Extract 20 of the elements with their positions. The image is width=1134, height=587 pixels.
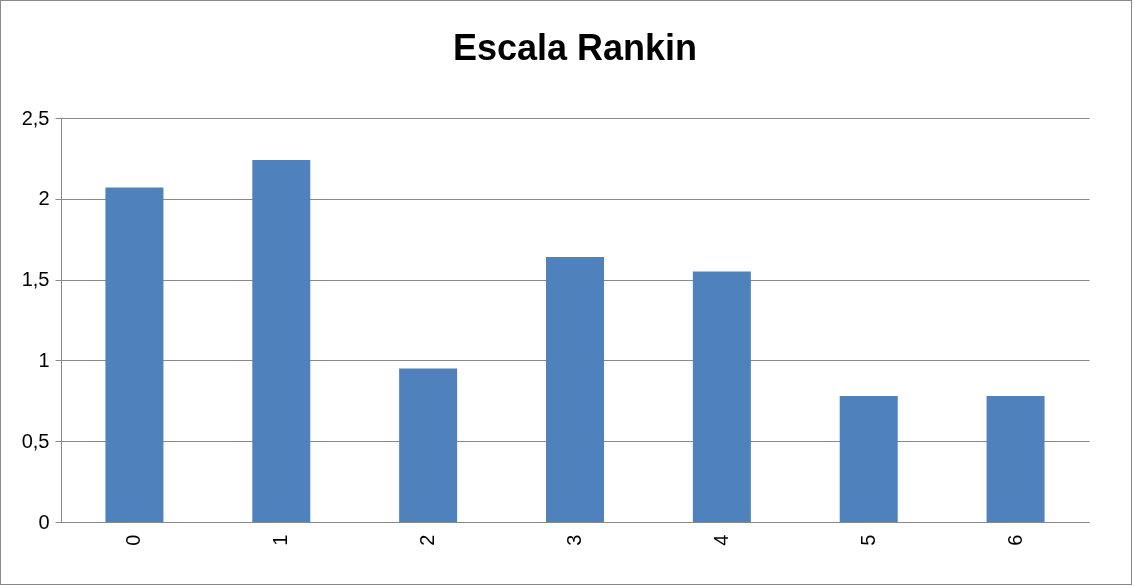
y-tick-label: 1,5 bbox=[21, 268, 50, 291]
bar bbox=[986, 395, 1045, 522]
bar bbox=[105, 187, 164, 522]
bar bbox=[692, 271, 751, 522]
x-tick-label: 6 bbox=[1003, 534, 1026, 546]
bar bbox=[839, 395, 898, 522]
bar bbox=[399, 368, 458, 522]
y-tick-label: 2 bbox=[38, 187, 50, 210]
x-tick-label: 3 bbox=[563, 534, 585, 546]
y-tick-label: 1 bbox=[38, 348, 50, 371]
x-tick-label: 5 bbox=[856, 534, 879, 546]
chart-title: Escala Rankin bbox=[452, 27, 698, 68]
bar bbox=[546, 256, 604, 522]
y-tick-label: 0,5 bbox=[21, 429, 50, 452]
x-tick-label: 2 bbox=[416, 534, 439, 546]
x-tick-label: 4 bbox=[709, 534, 732, 546]
x-tick-label: 0 bbox=[122, 534, 145, 546]
x-tick-label: 1 bbox=[269, 534, 292, 546]
bar bbox=[252, 160, 311, 522]
y-tick-label: 2,5 bbox=[21, 106, 50, 129]
